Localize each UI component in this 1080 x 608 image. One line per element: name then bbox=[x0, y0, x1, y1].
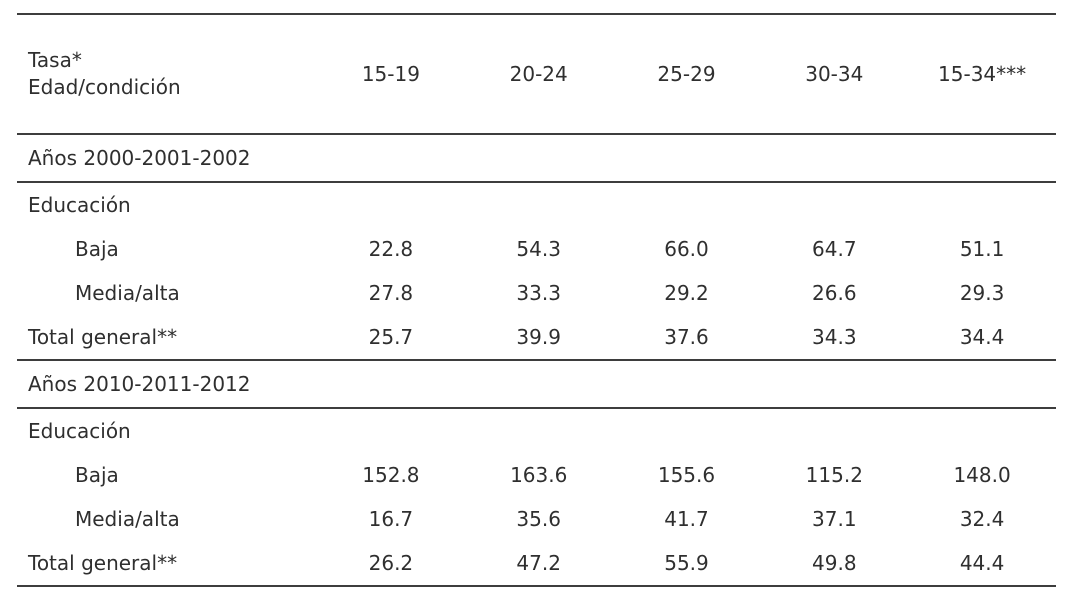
column-header-20-24: 20-24 bbox=[509, 62, 568, 86]
cell-value: 29.2 bbox=[664, 281, 709, 305]
stub-header-line1: Tasa* bbox=[28, 48, 82, 72]
cell-value: 26.2 bbox=[368, 551, 414, 575]
group-row: Educación bbox=[17, 182, 1056, 227]
row-label: Baja bbox=[75, 237, 119, 261]
cell-value: 26.6 bbox=[812, 281, 857, 305]
cell-value: 39.9 bbox=[516, 325, 561, 349]
cell-value: 148.0 bbox=[953, 463, 1011, 487]
column-header-30-34: 30-34 bbox=[805, 62, 864, 86]
cell-value: 115.2 bbox=[805, 463, 863, 487]
cell-value: 37.1 bbox=[812, 507, 857, 531]
cell-value: 66.0 bbox=[664, 237, 709, 261]
cell-value: 37.6 bbox=[664, 325, 709, 349]
stub-header-line2: Edad/condición bbox=[28, 75, 181, 99]
column-header-15-34: 15-34*** bbox=[938, 62, 1027, 86]
table-row: Total general** 25.7 39.9 37.6 34.3 34.4 bbox=[17, 315, 1056, 360]
table-header-row: Tasa* Edad/condición 15-19 20-24 25-29 3… bbox=[17, 14, 1056, 134]
cell-value: 49.8 bbox=[812, 551, 857, 575]
cell-value: 64.7 bbox=[812, 237, 857, 261]
table-container: Tasa* Edad/condición 15-19 20-24 25-29 3… bbox=[17, 13, 1056, 587]
column-header-15-19: 15-19 bbox=[361, 62, 420, 86]
row-label: Total general** bbox=[28, 551, 178, 575]
cell-value: 155.6 bbox=[657, 463, 716, 487]
section-title-row: Años 2010-2011-2012 bbox=[17, 360, 1056, 408]
cell-value: 34.3 bbox=[812, 325, 857, 349]
row-label: Total general** bbox=[28, 325, 178, 349]
cell-value: 55.9 bbox=[664, 551, 709, 575]
table-row: Media/alta 16.7 35.6 41.7 37.1 32.4 bbox=[17, 497, 1056, 541]
cell-value: 163.6 bbox=[510, 463, 568, 487]
cell-value: 54.3 bbox=[516, 237, 561, 261]
cell-value: 16.7 bbox=[368, 507, 414, 531]
row-label: Media/alta bbox=[75, 507, 180, 531]
cell-value: 51.1 bbox=[959, 237, 1005, 261]
cell-value: 34.4 bbox=[959, 325, 1005, 349]
cell-value: 152.8 bbox=[362, 463, 420, 487]
group-label: Educación bbox=[28, 193, 131, 217]
cell-value: 25.7 bbox=[368, 325, 414, 349]
stub-header: Tasa* Edad/condición bbox=[17, 14, 317, 134]
cell-value: 44.4 bbox=[959, 551, 1005, 575]
table-row: Baja 152.8 163.6 155.6 115.2 148.0 bbox=[17, 453, 1056, 497]
table-row: Baja 22.8 54.3 66.0 64.7 51.1 bbox=[17, 227, 1056, 271]
cell-value: 29.3 bbox=[959, 281, 1005, 305]
table-row: Media/alta 27.8 33.3 29.2 26.6 29.3 bbox=[17, 271, 1056, 315]
cell-value: 22.8 bbox=[368, 237, 414, 261]
cell-value: 32.4 bbox=[959, 507, 1005, 531]
rates-table: Tasa* Edad/condición 15-19 20-24 25-29 3… bbox=[17, 13, 1056, 587]
cell-value: 47.2 bbox=[516, 551, 561, 575]
row-label: Baja bbox=[75, 463, 119, 487]
cell-value: 27.8 bbox=[368, 281, 414, 305]
cell-value: 41.7 bbox=[664, 507, 709, 531]
group-row: Educación bbox=[17, 408, 1056, 453]
group-label: Educación bbox=[28, 419, 131, 443]
row-label: Media/alta bbox=[75, 281, 180, 305]
section-title: Años 2010-2011-2012 bbox=[28, 372, 251, 396]
cell-value: 35.6 bbox=[516, 507, 561, 531]
section-title: Años 2000-2001-2002 bbox=[28, 146, 251, 170]
table-row: Total general** 26.2 47.2 55.9 49.8 44.4 bbox=[17, 541, 1056, 586]
column-header-25-29: 25-29 bbox=[657, 62, 716, 86]
section-title-row: Años 2000-2001-2002 bbox=[17, 134, 1056, 182]
cell-value: 33.3 bbox=[516, 281, 561, 305]
